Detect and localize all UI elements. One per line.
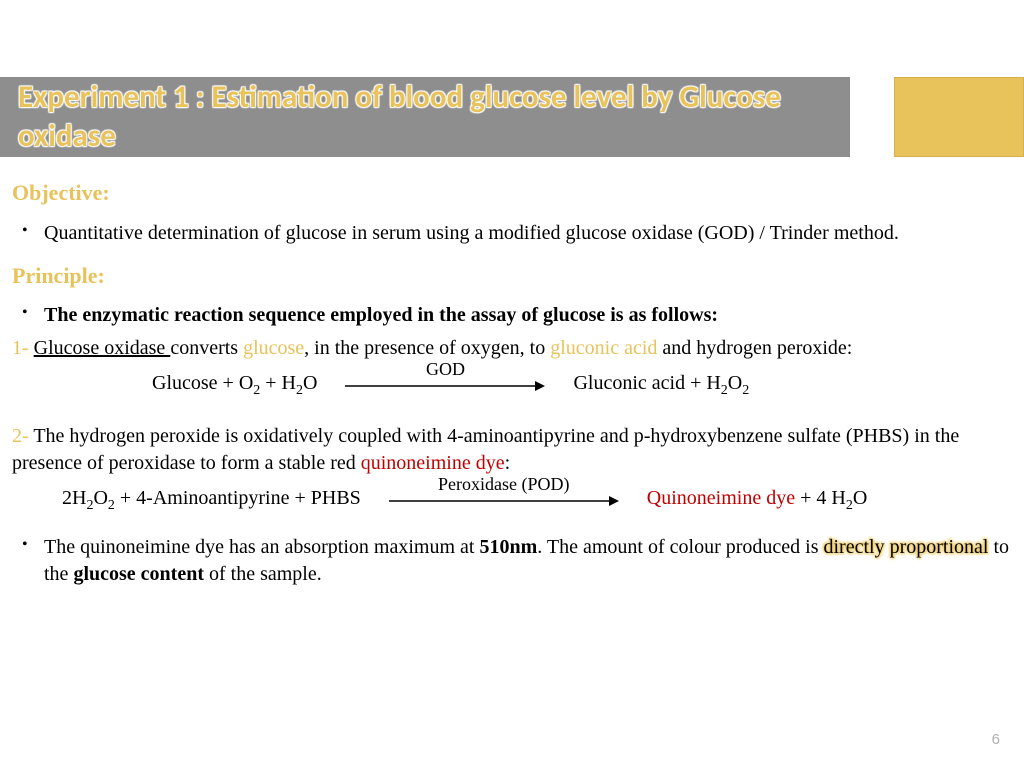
step1-glucose: glucose	[243, 337, 304, 359]
page-number: 6	[992, 731, 1000, 748]
eq2-left-b: O	[93, 487, 107, 509]
final-text: The quinoneimine dye has an absorption m…	[44, 534, 1012, 588]
objective-bullet: • Quantitative determination of glucose …	[12, 220, 1012, 247]
final-glucose-content: glucose content	[73, 563, 204, 585]
principle-intro-text: The enzymatic reaction sequence employed…	[44, 302, 1012, 329]
slide-body: Objective: • Quantitative determination …	[12, 178, 1012, 602]
bullet-dot-icon: •	[22, 534, 44, 588]
step1-mid1: converts	[170, 337, 243, 359]
bullet-dot-icon: •	[22, 220, 44, 247]
step1-enzyme: Glucose oxidase	[34, 337, 171, 359]
eq2-left-c: + 4-Aminoantipyrine + PHBS	[115, 487, 361, 509]
step1-number: 1-	[12, 337, 34, 359]
eq1-left-b: + H	[260, 372, 296, 394]
objective-heading: Objective:	[12, 178, 1012, 208]
eq1-left-a: Glucose + O	[152, 372, 253, 394]
principle-intro-bullet: • The enzymatic reaction sequence employ…	[12, 302, 1012, 329]
eq2-right: Quinoneimine dye + 4 H2O	[647, 485, 868, 516]
eq2-right-b: O	[853, 487, 867, 509]
final-d: of the sample.	[204, 563, 322, 585]
final-nm: 510nm	[479, 536, 537, 558]
final-bullet: • The quinoneimine dye has an absorption…	[12, 534, 1012, 588]
eq1-left: Glucose + O2 + H2O	[12, 370, 317, 401]
eq1-right-b: O	[728, 372, 742, 394]
bullet-dot-icon: •	[22, 302, 44, 329]
eq2-right-dye: Quinoneimine dye	[647, 487, 795, 509]
title-bar: Experiment 1 : Estimation of blood gluco…	[0, 77, 850, 157]
principle-heading: Principle:	[12, 261, 1012, 291]
eq1-right: Gluconic acid + H2O2	[573, 370, 749, 401]
final-proportional: directly proportional	[824, 536, 989, 558]
eq2-arrow: Peroxidase (POD)	[389, 494, 619, 508]
slide-title: Experiment 1 : Estimation of blood gluco…	[18, 78, 850, 156]
final-a: The quinoneimine dye has an absorption m…	[44, 536, 479, 558]
step1-product: gluconic acid	[550, 337, 657, 359]
equation1: Glucose + O2 + H2O GOD Gluconic acid + H…	[12, 370, 1012, 401]
step1-end: and hydrogen peroxide:	[657, 337, 852, 359]
eq1-arrow-label: GOD	[345, 357, 545, 381]
eq2-right-a: + 4 H	[795, 487, 846, 509]
step2-line: 2- The hydrogen peroxide is oxidatively …	[12, 423, 1012, 477]
corner-accent	[894, 77, 1024, 157]
equation2: 2H2O2 + 4-Aminoantipyrine + PHBS Peroxid…	[12, 485, 1012, 516]
step2-number: 2-	[12, 425, 33, 447]
eq2-left-a: 2H	[62, 487, 86, 509]
final-b: . The amount of colour produced is	[537, 536, 823, 558]
eq2-arrow-label: Peroxidase (POD)	[389, 472, 619, 496]
objective-text: Quantitative determination of glucose in…	[44, 220, 1012, 247]
eq1-right-a: Gluconic acid + H	[573, 372, 720, 394]
eq1-left-c: O	[303, 372, 317, 394]
eq1-arrow: GOD	[345, 379, 545, 393]
eq2-left: 2H2O2 + 4-Aminoantipyrine + PHBS	[12, 485, 361, 516]
